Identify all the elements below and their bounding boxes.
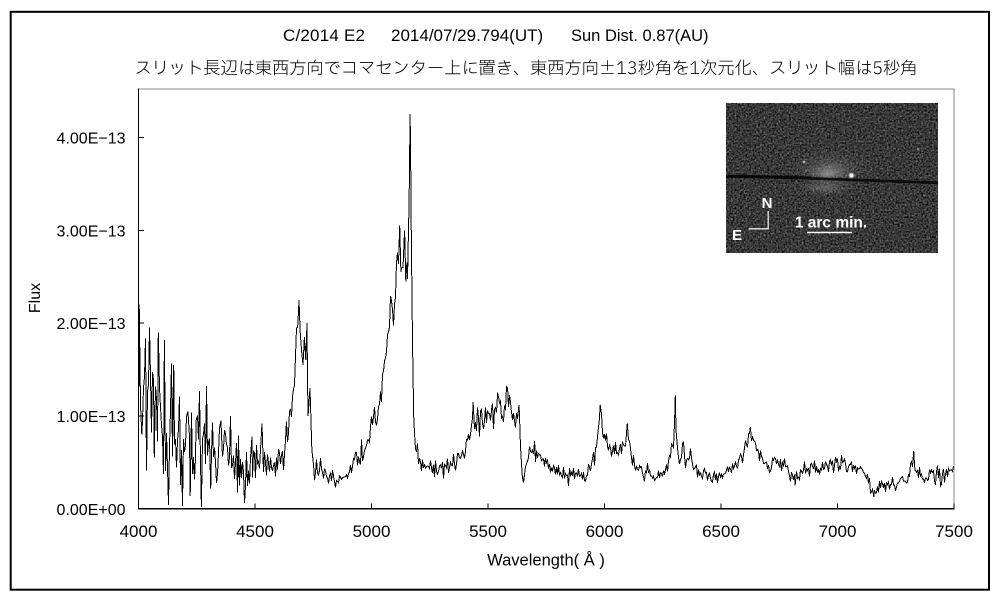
svg-text:5500: 5500 xyxy=(469,522,507,541)
svg-text:7000: 7000 xyxy=(819,522,857,541)
svg-text:4000: 4000 xyxy=(120,522,158,541)
svg-text:5000: 5000 xyxy=(353,522,391,541)
svg-text:1.00E−13: 1.00E−13 xyxy=(57,409,126,426)
svg-text:6000: 6000 xyxy=(586,522,624,541)
svg-text:6500: 6500 xyxy=(702,522,740,541)
svg-text:4.00E−13: 4.00E−13 xyxy=(57,130,126,147)
svg-text:Sun Dist. 0.87(AU): Sun Dist. 0.87(AU) xyxy=(571,27,709,45)
svg-text:1 arc min.: 1 arc min. xyxy=(795,215,867,232)
svg-text:Wavelength( Å ): Wavelength( Å ) xyxy=(487,551,605,570)
svg-text:7500: 7500 xyxy=(935,522,973,541)
svg-text:C/2014 E2: C/2014 E2 xyxy=(283,26,365,45)
svg-text:2014/07/29.794(UT): 2014/07/29.794(UT) xyxy=(391,26,543,45)
svg-text:Flux: Flux xyxy=(27,283,44,313)
svg-text:N: N xyxy=(762,195,773,212)
svg-text:0.00E+00: 0.00E+00 xyxy=(57,502,126,519)
svg-text:2.00E−13: 2.00E−13 xyxy=(57,316,126,333)
svg-text:4500: 4500 xyxy=(236,522,274,541)
svg-text:E: E xyxy=(732,227,742,244)
svg-text:3.00E−13: 3.00E−13 xyxy=(57,223,126,240)
